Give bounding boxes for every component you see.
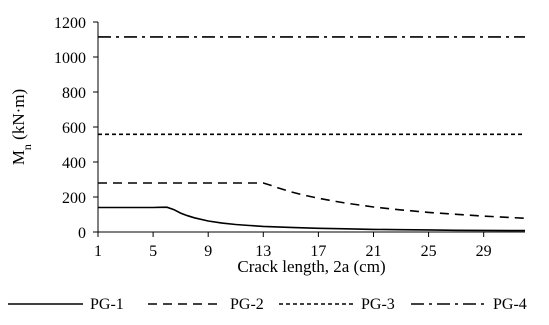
x-tick-label: 13 — [255, 243, 271, 260]
legend-label-pg-3: PG-3 — [361, 296, 395, 313]
x-tick-label: 21 — [365, 243, 381, 260]
legend: PG-1 PG-2 PG-3 PG-4 — [8, 296, 527, 313]
y-axis-title: Mn (kN·m) — [9, 89, 34, 165]
y-tick-label: 400 — [62, 155, 86, 172]
y-axis-title-unit: (kN·m) — [9, 89, 28, 144]
x-axis-title: Crack length, 2a (cm) — [237, 257, 385, 276]
x-tick-label: 25 — [421, 243, 437, 260]
x-tick-label: 9 — [204, 243, 212, 260]
axes — [97, 22, 525, 233]
x-tick-label: 29 — [476, 243, 492, 260]
y-tick-label: 200 — [62, 190, 86, 207]
series-line-pg-2 — [98, 182, 526, 220]
y-tick-label: 0 — [78, 225, 86, 242]
x-tick-label: 17 — [310, 243, 326, 260]
legend-label-pg-1: PG-1 — [90, 296, 124, 313]
y-tick-label: 1000 — [54, 50, 86, 67]
legend-label-pg-2: PG-2 — [230, 296, 264, 313]
x-ticks: 1 5 9 13 17 21 25 29 — [94, 232, 492, 260]
y-tick-label: 800 — [62, 85, 86, 102]
x-tick-label: 1 — [94, 243, 102, 260]
y-ticks: 0 200 400 600 800 1000 1200 — [54, 15, 98, 242]
x-tick-label: 5 — [149, 243, 157, 260]
legend-label-pg-4: PG-4 — [493, 296, 527, 313]
y-axis-title-subscript: n — [20, 144, 34, 150]
y-axis-title-main: M — [9, 150, 28, 165]
plot-area — [98, 36, 526, 232]
series-line-pg-1 — [98, 206, 526, 232]
y-tick-label: 1200 — [54, 15, 86, 32]
y-tick-label: 600 — [62, 120, 86, 137]
